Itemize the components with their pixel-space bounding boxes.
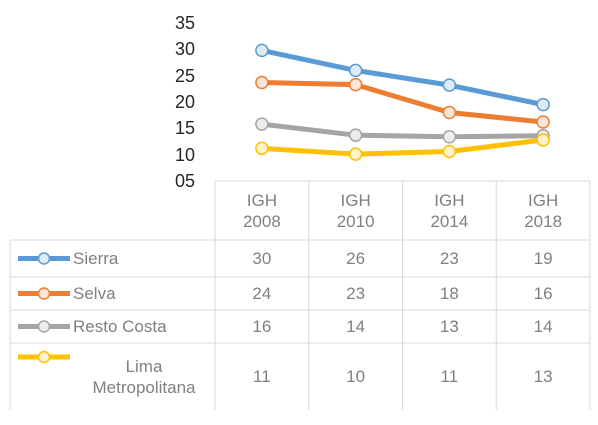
data-point [255,43,269,58]
data-point [536,133,550,147]
data-label: 16 [496,277,590,310]
data-point [442,78,457,92]
data-label-text: 23 [346,284,366,303]
data-point [348,128,363,142]
data-label-text: 30 [252,249,272,268]
data-label-text: 11 [440,367,459,386]
y-tick-label-text: 35 [174,13,195,33]
legend-entry: Resto Costa [73,310,215,343]
legend-key-marker [37,320,51,333]
y-tick-label-text: 15 [174,118,195,139]
data-label: 18 [403,277,497,310]
y-tick-label-text: 25 [174,65,195,86]
data-label: 14 [496,310,590,343]
series-line [261,137,544,157]
data-point [442,144,457,159]
x-tick-label: IGH 2008 [215,181,309,240]
data-label: 10 [309,343,403,410]
data-label-text: 11 [253,367,271,386]
y-tick-label-text: 10 [174,144,195,165]
y-tick-label: 35 [135,13,195,33]
y-tick-label: 25 [135,66,195,86]
data-label-text: 13 [533,367,553,386]
data-point [536,115,550,129]
data-label: 11 [403,343,497,410]
data-label-text: 24 [252,284,272,303]
data-label: 24 [215,277,309,310]
x-tick-label-text: IGH 2010 [336,190,375,231]
data-point [348,77,363,92]
legend-entry-text: Lima Metropolitana [92,356,196,397]
data-point [255,75,269,90]
y-tick-label: 30 [135,39,195,59]
data-point [442,130,457,144]
legend-entry: Lima Metropolitana [73,343,215,410]
legend-key-marker [37,252,51,265]
data-label: 26 [309,240,403,277]
y-tick-label-text: 30 [174,39,195,60]
x-tick-label: IGH 2018 [496,181,590,240]
legend-entry-text: Sierra [73,249,119,268]
data-label-text: 23 [439,249,459,268]
data-label-text: 14 [533,317,553,336]
data-label: 23 [309,277,403,310]
data-label-text: 14 [346,317,366,336]
data-label: 13 [403,310,497,343]
data-point [536,97,550,112]
y-tick-label-text: 20 [174,92,195,112]
y-tick-label-text: 05 [174,171,195,191]
data-label: 23 [403,240,497,277]
data-label: 14 [309,310,403,343]
data-point [442,105,457,120]
y-tick-label: 05 [135,171,195,191]
data-label-text: 19 [533,249,553,268]
data-label-text: 10 [346,367,366,386]
data-label: 19 [496,240,590,277]
x-tick-label: IGH 2010 [309,181,403,240]
x-tick-label-text: IGH 2018 [524,190,563,231]
series-line [261,80,544,125]
data-label-text: 13 [439,317,459,336]
y-tick-label: 20 [135,92,195,112]
y-tick-label: 15 [135,118,195,138]
data-label-text: 16 [533,284,553,303]
data-label: 11 [215,343,309,410]
data-label-text: 18 [439,284,459,303]
data-label: 13 [496,343,590,410]
legend-key-marker [37,350,51,364]
data-label-text: 26 [346,249,366,268]
data-point [255,141,269,156]
legend-entry: Selva [73,277,215,310]
data-label: 16 [215,310,309,343]
legend-key-marker [37,287,51,300]
legend-entry-text: Resto Costa [73,317,167,336]
data-label: 30 [215,240,309,277]
legend-entry: Sierra [73,240,215,277]
x-tick-label: IGH 2014 [403,181,497,240]
data-point [255,117,269,131]
data-point [348,147,363,161]
x-tick-label-text: IGH 2014 [430,190,469,231]
x-tick-label-text: IGH 2008 [242,190,281,231]
y-tick-label: 10 [135,145,195,165]
data-point [348,63,363,78]
series-line [261,47,544,108]
data-label-text: 16 [252,317,272,336]
legend-entry-text: Selva [73,284,116,303]
series-line [261,121,544,140]
